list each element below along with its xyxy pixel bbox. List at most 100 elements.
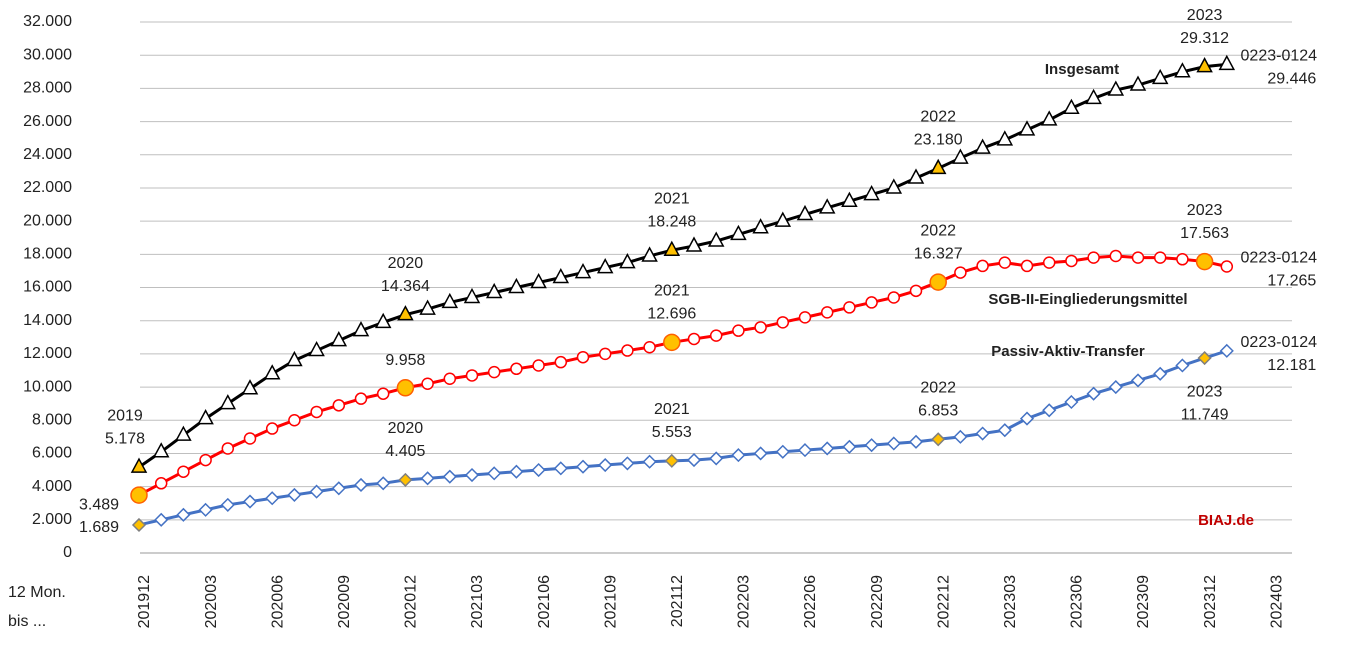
period-label: 2021	[654, 190, 690, 207]
marker	[929, 158, 947, 175]
y-tick-label: 14.000	[23, 312, 72, 329]
marker	[1065, 254, 1078, 268]
marker	[996, 130, 1014, 146]
marker	[287, 487, 302, 502]
marker	[1153, 366, 1168, 381]
marker	[376, 387, 390, 400]
x-tick-label: 202109	[602, 575, 619, 628]
x-tick-label: 202206	[802, 575, 819, 628]
marker	[219, 394, 237, 410]
y-tick-label: 18.000	[23, 246, 72, 263]
marker	[643, 340, 656, 354]
marker	[1086, 386, 1101, 401]
period-label: 2019	[107, 407, 143, 424]
period-label: 2022	[920, 380, 956, 397]
value-label: 14.364	[381, 278, 430, 295]
marker	[998, 256, 1012, 269]
value-label: 29.446	[1267, 71, 1316, 88]
marker	[241, 379, 259, 395]
marker	[1131, 251, 1145, 264]
marker	[1197, 350, 1212, 366]
marker	[176, 507, 191, 522]
marker	[754, 321, 767, 334]
series-name: Insgesamt	[1045, 61, 1119, 78]
marker	[598, 347, 612, 361]
marker	[465, 369, 479, 382]
period-label: 2021	[654, 283, 690, 300]
period-label: 2023	[1187, 202, 1223, 219]
marker	[885, 178, 903, 194]
marker	[1219, 343, 1234, 358]
value-label: 5.178	[105, 430, 145, 447]
marker	[886, 436, 901, 451]
y-tick-label: 30.000	[23, 46, 72, 63]
marker	[752, 218, 769, 234]
y-tick-label: 12.000	[23, 345, 72, 362]
x-axis-label: bis ...	[8, 613, 46, 630]
value-label: 12.181	[1267, 357, 1316, 374]
marker	[685, 236, 703, 252]
marker	[552, 267, 570, 284]
marker	[530, 272, 547, 289]
marker	[309, 484, 324, 499]
marker	[310, 405, 323, 419]
marker	[487, 466, 502, 481]
period-label: 0223-0124	[1241, 48, 1318, 65]
period-label: 0223-0124	[1241, 250, 1318, 267]
marker	[931, 432, 946, 447]
marker	[1176, 253, 1189, 266]
marker	[1018, 120, 1036, 136]
marker	[865, 296, 878, 309]
marker	[709, 451, 724, 466]
marker	[776, 316, 790, 329]
value-label: 17.265	[1267, 273, 1316, 290]
marker	[175, 425, 192, 441]
value-label: 4.405	[385, 443, 425, 460]
marker	[574, 262, 592, 279]
marker	[908, 434, 924, 449]
marker	[152, 442, 170, 458]
marker	[1085, 88, 1102, 105]
marker	[1153, 251, 1167, 264]
marker	[952, 148, 969, 164]
marker	[510, 362, 523, 376]
marker	[288, 414, 301, 427]
y-tick-label: 26.000	[23, 113, 72, 130]
marker	[532, 359, 545, 372]
marker	[1063, 98, 1080, 115]
marker	[332, 399, 346, 412]
marker	[796, 204, 814, 221]
x-tick-label: 202209	[869, 575, 886, 628]
marker	[687, 332, 701, 346]
marker	[775, 444, 790, 459]
marker	[398, 472, 413, 487]
marker	[1129, 75, 1147, 91]
marker	[420, 471, 435, 486]
marker	[575, 459, 591, 474]
marker	[1087, 251, 1100, 264]
marker	[1109, 249, 1123, 263]
series-name: SGB-II-Eingliederungsmittel	[988, 291, 1187, 308]
marker	[243, 432, 257, 445]
marker	[774, 211, 792, 227]
marker	[509, 464, 524, 479]
marker	[419, 299, 436, 315]
marker	[353, 477, 369, 493]
value-label: 6.853	[918, 403, 958, 420]
value-label: 18.248	[647, 213, 696, 230]
marker	[131, 517, 147, 533]
marker	[732, 324, 745, 337]
marker	[198, 502, 213, 517]
marker	[286, 350, 303, 367]
marker	[1151, 68, 1169, 85]
marker	[352, 321, 370, 337]
y-tick-label: 32.000	[23, 13, 72, 30]
marker	[976, 259, 989, 273]
x-tick-label: 202203	[736, 575, 753, 628]
marker	[199, 453, 212, 467]
value-label: 11.749	[1181, 406, 1229, 423]
marker	[1040, 110, 1058, 126]
marker	[374, 312, 392, 329]
x-tick-label: 202006	[269, 575, 286, 628]
marker	[954, 266, 967, 279]
